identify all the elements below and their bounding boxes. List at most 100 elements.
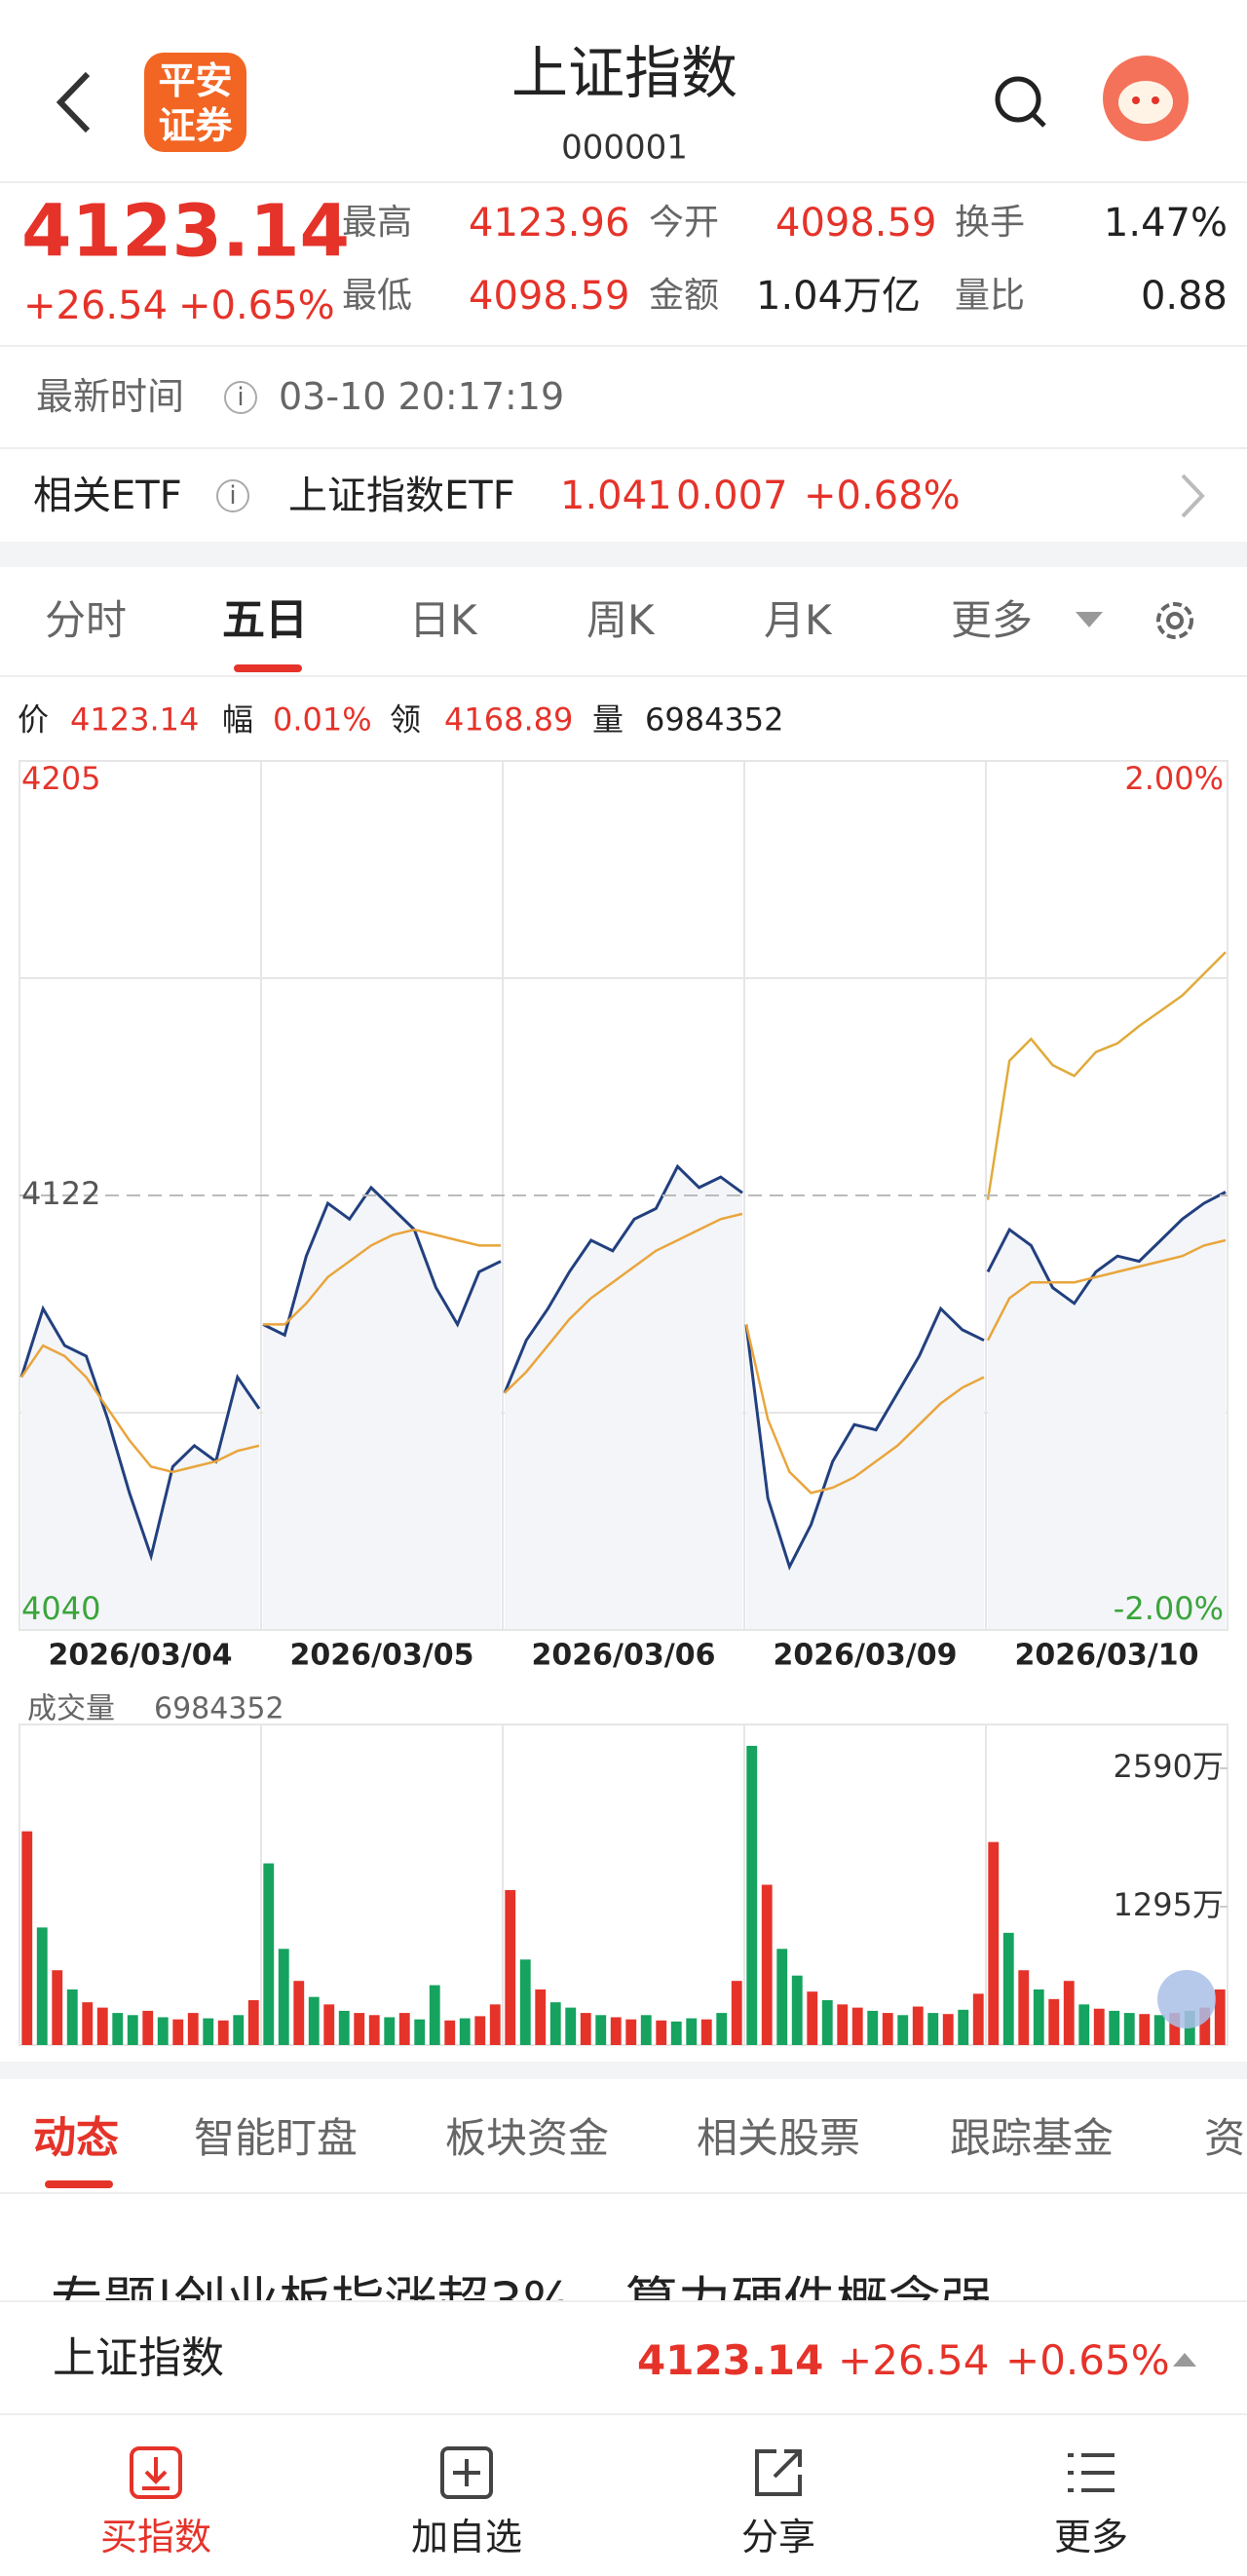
volume-bar [293, 1981, 305, 2045]
content-tab[interactable]: 跟踪基金 [950, 2113, 1115, 2162]
volume-bar [217, 2020, 229, 2045]
period-tab-active[interactable]: 五日 [222, 594, 308, 645]
volume-bar [308, 1996, 320, 2045]
update-time: 03-10 20:17:19 [279, 375, 565, 419]
volume-bar [96, 2007, 108, 2045]
series-line [503, 1163, 743, 1394]
stat-label: 金额 [649, 276, 720, 317]
volume-bar [716, 2013, 728, 2045]
volume-bar [837, 2004, 849, 2045]
dropdown-arrow[interactable] [1076, 612, 1103, 629]
sticky-bar[interactable] [0, 2300, 1247, 2415]
info-icon[interactable]: i [224, 381, 257, 414]
period-tab[interactable]: 更多 [951, 595, 1034, 644]
volume-bar [640, 2015, 652, 2045]
content-tab-active[interactable]: 动态 [33, 2112, 119, 2163]
x-tick-label: 2026/03/10 [1015, 1639, 1199, 1673]
volume-bar [36, 1927, 48, 2045]
spacer [0, 2062, 1247, 2079]
nav-icon[interactable] [751, 2445, 806, 2500]
volume-bar [323, 2004, 335, 2045]
volume-bar [414, 2019, 426, 2045]
y-tick-label: 1295万 [1114, 1886, 1224, 1923]
stat-label: 最高 [342, 203, 413, 244]
article-title[interactable]: 专题|创业板指涨超3%，算力硬件概念强 [51, 2258, 994, 2300]
nav-label[interactable]: 加自选 [410, 2516, 522, 2559]
volume-bar [127, 2015, 138, 2045]
nav-icon[interactable] [1064, 2445, 1118, 2500]
price: 4123.14 [21, 189, 351, 274]
tab-underline [234, 664, 302, 672]
volume-bar [972, 1993, 984, 2045]
divider [0, 447, 1247, 449]
volume-bar [459, 2018, 471, 2045]
nav-label[interactable]: 买指数 [99, 2516, 211, 2559]
volume-bar [505, 1889, 516, 2045]
update-label: 最新时间 [36, 375, 185, 419]
volume-bar [821, 1999, 833, 2045]
volume-bar [942, 2014, 954, 2045]
volume-bar [791, 1975, 803, 2045]
volume-bar [1123, 2013, 1135, 2045]
volume-bar [761, 1884, 773, 2045]
fullscreen-button[interactable] [1157, 1970, 1216, 2028]
back-button[interactable] [51, 68, 97, 136]
volume-bar [1139, 2014, 1151, 2045]
volume-bar [233, 2015, 245, 2045]
volume-bar [851, 2007, 863, 2045]
nav-icon[interactable] [129, 2445, 183, 2500]
volume-bar [1033, 1989, 1044, 2045]
info-label: 量 [592, 701, 624, 739]
content-tab[interactable]: 板块资金 [445, 2113, 610, 2162]
info-icon[interactable]: i [216, 479, 249, 512]
content-tab[interactable]: 智能盯盘 [194, 2113, 359, 2162]
etf-name[interactable]: 上证指数ETF [288, 474, 515, 518]
series-line [19, 1305, 261, 1562]
info-label: 幅 [222, 701, 254, 739]
code: 000001 [561, 128, 688, 168]
avatar[interactable] [1101, 54, 1190, 143]
volume-bar [474, 2016, 486, 2045]
y-tick-label: 4040 [21, 1590, 100, 1627]
content-tab[interactable]: 相关股票 [697, 2113, 861, 2162]
sticky-price: 4123.14 [637, 2335, 824, 2384]
volume-value: 6984352 [154, 1691, 284, 1726]
volume-bar [142, 2010, 154, 2045]
chevron[interactable] [1177, 472, 1206, 520]
volume-bar [444, 2020, 456, 2045]
info-value: 4168.89 [444, 701, 574, 739]
divider [0, 181, 1247, 183]
volume-bar [535, 1989, 547, 2045]
search-button[interactable] [992, 73, 1050, 132]
period-tab[interactable]: 月K [764, 595, 832, 644]
volume-bar [21, 1831, 33, 2045]
change: +26.54 [23, 284, 169, 328]
settings-button[interactable] [1150, 595, 1200, 646]
stat-value: 4123.96 [469, 201, 630, 246]
y2-tick-label: -2.00% [1114, 1590, 1224, 1627]
x-tick-label: 2026/03/05 [290, 1639, 474, 1673]
expand-arrow[interactable] [1173, 2351, 1196, 2367]
volume-bar [1018, 1970, 1030, 2045]
series-line [986, 1238, 1227, 1342]
divider [0, 2192, 1247, 2194]
nav-label[interactable]: 更多 [1053, 2516, 1128, 2559]
x-tick-label: 2026/03/04 [49, 1639, 233, 1673]
spacer [0, 542, 1247, 567]
stat-value: 4098.59 [469, 274, 630, 319]
series-line [263, 1228, 501, 1326]
period-tab[interactable]: 分时 [45, 595, 128, 644]
nav-icon[interactable] [439, 2445, 494, 2500]
series-line [986, 951, 1227, 1200]
stat-value: 4098.59 [775, 201, 937, 246]
series-line [262, 1185, 502, 1338]
period-tab[interactable]: 周K [586, 595, 655, 644]
content-tab[interactable]: 资 [1204, 2113, 1246, 2162]
nav-label[interactable]: 分享 [740, 2516, 815, 2559]
volume-bar [384, 2017, 396, 2045]
period-tab[interactable]: 日K [409, 595, 477, 644]
price-area [746, 1308, 984, 1630]
etf-change-pct: +0.68% [804, 474, 961, 518]
title: 上证指数 [510, 40, 737, 107]
